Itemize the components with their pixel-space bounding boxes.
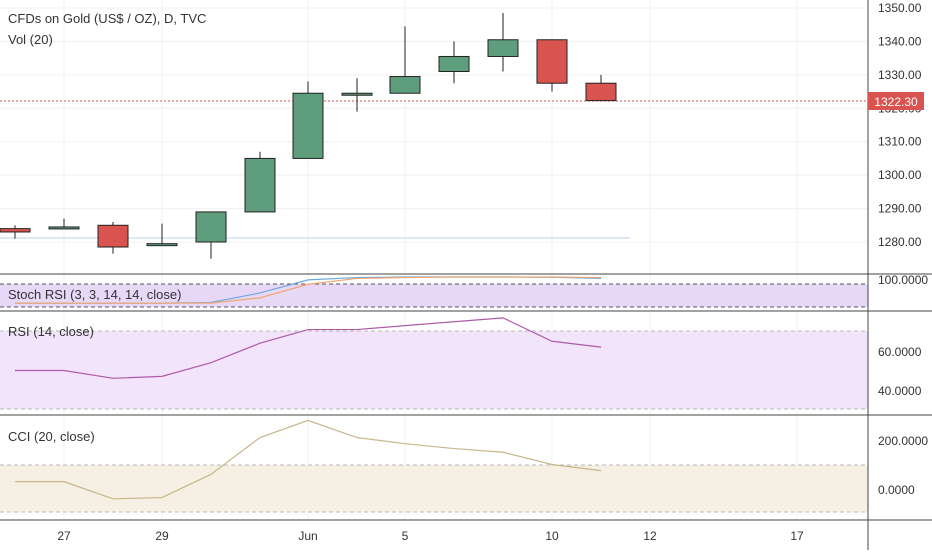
rsi-line (15, 317, 602, 379)
candle-body (97, 224, 129, 248)
time-tick-label: 12 (643, 529, 657, 543)
candle-body (341, 92, 373, 96)
time-axis[interactable]: 27 29 Jun 5 10 12 17 (57, 529, 804, 543)
cci-band (0, 465, 868, 512)
stoch-rsi-scale-tick: 100.0000 (878, 273, 928, 287)
rsi-band (0, 331, 868, 409)
rsi-label[interactable]: RSI (14, close) (8, 324, 94, 339)
price-tick-label: 1330.00 (878, 68, 922, 82)
candle-body (389, 76, 421, 94)
volume-label[interactable]: Vol (20) (8, 32, 53, 47)
time-tick-label: 27 (57, 529, 71, 543)
price-tick-label: 1290.00 (878, 202, 922, 216)
time-tick-label: 5 (402, 529, 409, 543)
candle-body (48, 226, 80, 230)
cci-scale-tick-200: 200.0000 (878, 434, 928, 448)
candle-body (292, 92, 324, 159)
candle-body (585, 82, 617, 102)
candle-body (146, 243, 178, 247)
candlestick-series (0, 13, 617, 259)
last-price-label: 1322.30 (874, 95, 918, 109)
time-tick-label: 29 (155, 529, 169, 543)
candle-body (0, 228, 31, 233)
cci-series (15, 419, 602, 500)
price-tick-label: 1300.00 (878, 168, 922, 182)
time-tick-label: 17 (790, 529, 804, 543)
stoch-rsi-label[interactable]: Stoch RSI (3, 3, 14, 14, close) (8, 287, 181, 302)
price-tick-label: 1280.00 (878, 235, 922, 249)
candle-body (438, 55, 470, 73)
price-tick-label: 1340.00 (878, 34, 922, 48)
symbol-title[interactable]: CFDs on Gold (US$ / OZ), D, TVC (8, 11, 206, 26)
candle-body (244, 157, 276, 213)
last-price-badge (868, 92, 924, 110)
cci-label[interactable]: CCI (20, close) (8, 429, 95, 444)
rsi-series (15, 317, 602, 379)
candle-body (536, 39, 568, 84)
candle-body (195, 211, 227, 243)
stoch-rsi-series (15, 276, 602, 304)
cci-line (15, 419, 602, 500)
price-tick-label: 1350.00 (878, 1, 922, 15)
rsi-scale-tick-40: 40.0000 (878, 384, 922, 398)
time-tick-label: 10 (545, 529, 559, 543)
price-scale[interactable]: 1350.001340.001330.001320.001310.001300.… (878, 1, 922, 249)
rsi-scale-tick-60: 60.0000 (878, 345, 922, 359)
price-tick-label: 1310.00 (878, 135, 922, 149)
cci-scale-tick-0: 0.0000 (878, 483, 915, 497)
time-tick-label: Jun (298, 529, 317, 543)
stoch-d-line (15, 276, 602, 304)
candle-body (487, 39, 519, 57)
